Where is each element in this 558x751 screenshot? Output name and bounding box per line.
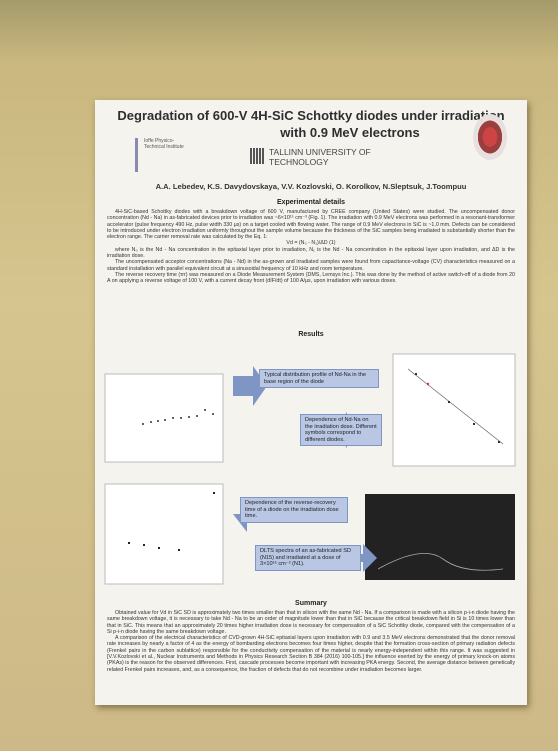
- university: TALLINN UNIVERSITY OF TECHNOLOGY: [269, 147, 371, 167]
- callout: DLTS spectra of an as-fabricated SD (N15…: [255, 545, 361, 571]
- section-heading: Results: [95, 331, 527, 338]
- page: Degradation of 600-V 4H-SiC Schottky dio…: [0, 0, 558, 751]
- title-line: with 0.9 MeV electrons: [225, 125, 475, 140]
- paragraph: A comparison of the electrical character…: [107, 635, 515, 673]
- university-crest: [473, 114, 507, 160]
- section-heading: Summary: [95, 600, 527, 607]
- ttu-logo: [250, 148, 264, 164]
- summary-text: Obtained value for Vd in SiC SD is appro…: [107, 610, 515, 673]
- paragraph: The uncompensated acceptor concentration…: [107, 259, 515, 272]
- plot-profile: [105, 374, 223, 462]
- callout: Dependence of Nd-Na on the irradiation d…: [300, 414, 382, 446]
- institute: Ioffe Physico-Technical Institute: [138, 138, 184, 150]
- university-line: TECHNOLOGY: [269, 157, 371, 167]
- paragraph: 4H-SiC-based Schottky diodes with a brea…: [107, 209, 515, 240]
- paragraph: Obtained value for Vd in SiC SD is appro…: [107, 610, 515, 635]
- paragraph: where N₀ is the Nd - Na concentration in…: [107, 247, 515, 260]
- plot-dose: [393, 354, 515, 466]
- section-heading: Experimental details: [95, 199, 527, 206]
- paragraph: The reverse recovery time (τrr) was meas…: [107, 272, 515, 285]
- title-line: Degradation of 600-V 4H-SiC Schottky dio…: [95, 108, 527, 123]
- callout: Dependence of the reverse-recovery time …: [240, 497, 348, 523]
- experimental-text: 4H-SiC-based Schottky diodes with a brea…: [107, 209, 515, 285]
- plot-dlts: [365, 494, 515, 580]
- ioffe-logo: Ioffe Physico-Technical Institute: [135, 138, 193, 172]
- university-line: TALLINN UNIVERSITY OF: [269, 147, 371, 157]
- plot-recovery: [105, 484, 223, 584]
- callout: Typical distribution profile of Nd-Na in…: [259, 369, 379, 388]
- authors: A.A. Lebedev, K.S. Davydovskaya, V.V. Ko…: [95, 182, 527, 191]
- poster: Degradation of 600-V 4H-SiC Schottky dio…: [95, 100, 527, 705]
